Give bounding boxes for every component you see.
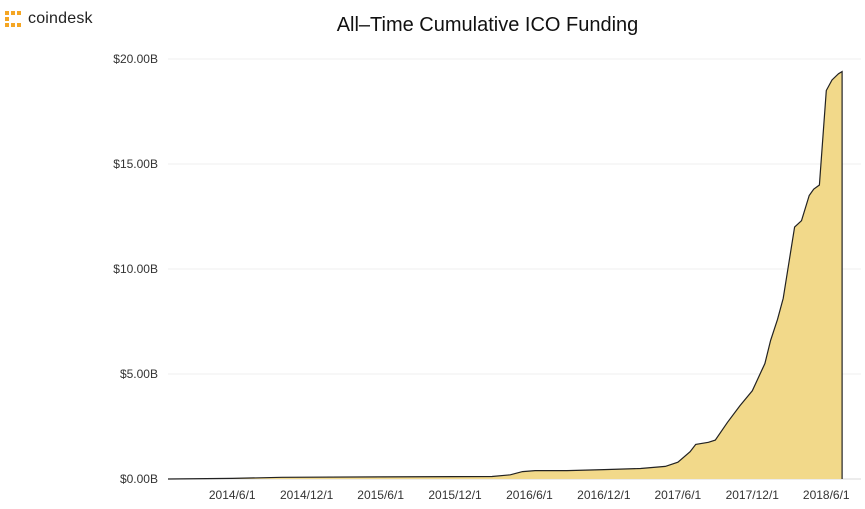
x-tick-label: 2014/6/1 xyxy=(209,488,256,502)
x-tick-label: 2015/12/1 xyxy=(428,488,482,502)
x-tick-label: 2016/12/1 xyxy=(577,488,631,502)
area-series xyxy=(167,70,843,480)
y-tick-label: $10.00B xyxy=(113,262,158,276)
y-tick-label: $0.00B xyxy=(120,472,158,486)
coindesk-logo-icon xyxy=(5,11,21,27)
x-tick-label: 2017/12/1 xyxy=(726,488,780,502)
x-tick-label: 2018/6/1 xyxy=(803,488,850,502)
y-tick-label: $20.00B xyxy=(113,52,158,66)
y-tick-label: $15.00B xyxy=(113,157,158,171)
x-axis-ticks: 2014/6/1 2014/12/1 2015/6/1 2015/12/1 2016/6… xyxy=(209,488,850,502)
x-tick-label: 2014/12/1 xyxy=(280,488,334,502)
y-tick-label: $5.00B xyxy=(120,367,158,381)
y-axis-ticks: $0.00B $5.00B $10.00B $15.00B $20.00B xyxy=(113,52,158,486)
brand-name: coindesk xyxy=(28,10,93,27)
x-tick-label: 2016/6/1 xyxy=(506,488,553,502)
brand-logo: coindesk xyxy=(4,10,93,28)
x-tick-label: 2015/6/1 xyxy=(357,488,404,502)
area-fill xyxy=(168,71,843,479)
x-tick-label: 2017/6/1 xyxy=(655,488,702,502)
chart-title: All–Time Cumulative ICO Funding xyxy=(336,14,639,36)
area-line xyxy=(167,70,843,480)
